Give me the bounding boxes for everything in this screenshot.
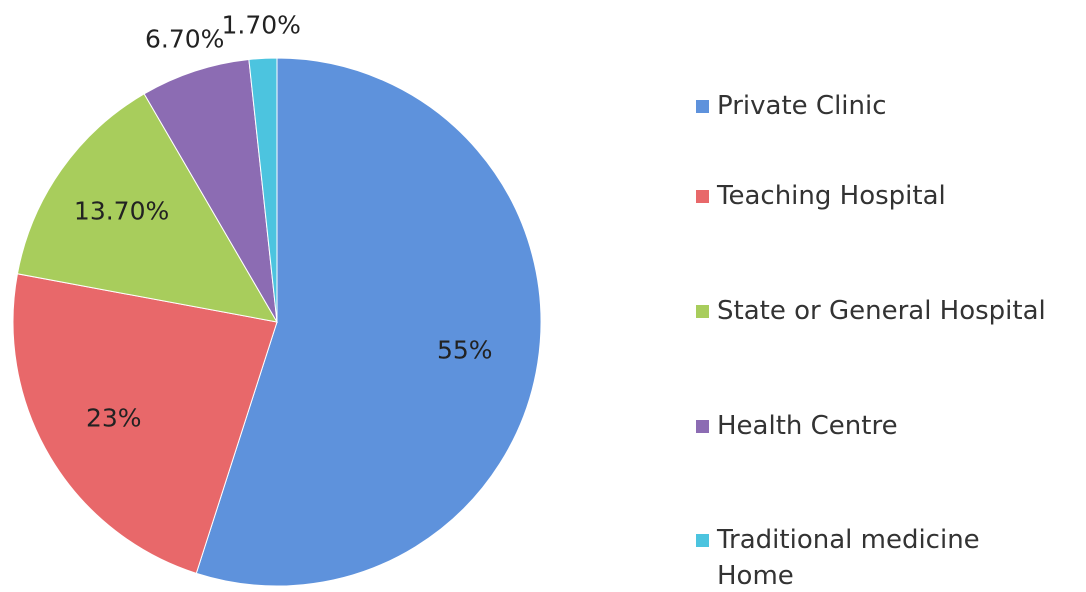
legend-label: Private Clinic	[717, 91, 887, 121]
legend-swatch	[696, 420, 709, 433]
data-label: 55%	[437, 335, 493, 364]
data-label: 1.70%	[222, 10, 301, 39]
pie-slice	[195, 57, 542, 587]
legend-label: Traditional medicine Home	[717, 525, 980, 591]
legend-swatch	[696, 305, 709, 318]
legend-item: Traditional medicine Home	[696, 522, 1081, 592]
pie-slice	[248, 57, 278, 323]
legend-label: Teaching Hospital	[717, 181, 946, 211]
legend-item: Health Centre	[696, 408, 1081, 444]
pie-area: 55% 23% 13.70% 6.70%1.70%	[12, 10, 542, 587]
data-label: 6.70%	[145, 25, 224, 54]
legend-item: Teaching Hospital	[696, 178, 1081, 214]
data-label: 23%	[86, 403, 142, 432]
legend-swatch	[696, 100, 709, 113]
data-label: 13.70%	[74, 197, 169, 226]
legend-item: State or General Hospital	[696, 293, 1081, 329]
pie-slice	[12, 273, 278, 574]
legend-swatch	[696, 190, 709, 203]
pie-slice	[143, 58, 278, 323]
legend-label: Health Centre	[717, 411, 898, 441]
legend-item: Private Clinic	[696, 88, 1081, 124]
legend-label: State or General Hospital	[717, 296, 1046, 326]
legend-swatch	[696, 534, 709, 547]
pie-slice	[16, 93, 278, 323]
